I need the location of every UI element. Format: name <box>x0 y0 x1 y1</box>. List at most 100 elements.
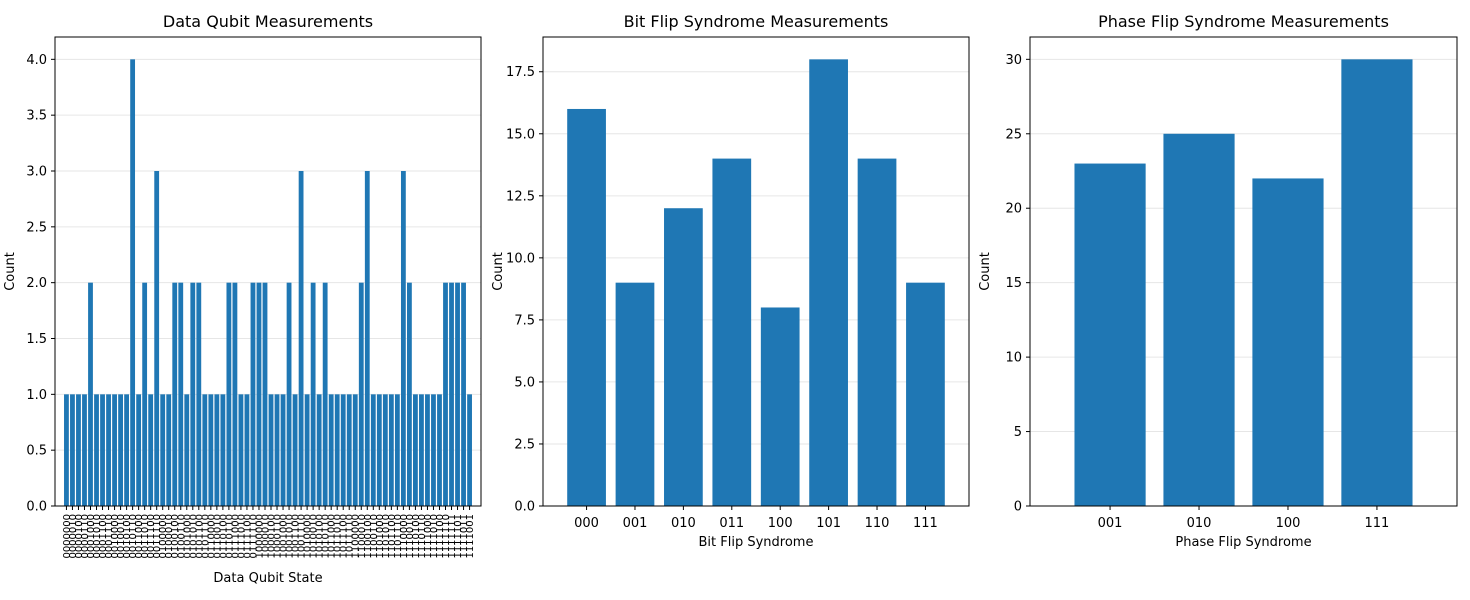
x-tick-label: 101 <box>816 516 841 531</box>
bar-0000010 <box>70 394 75 506</box>
x-tick-label: 1111110 <box>441 514 452 559</box>
bar-0000110 <box>82 394 87 506</box>
bar-1111100 <box>437 394 442 506</box>
bar-000 <box>567 108 606 507</box>
x-tick-label: 0011100 <box>146 514 157 559</box>
y-axis-label: Count <box>491 252 506 291</box>
bar-1001100 <box>292 394 298 506</box>
bar-011 <box>712 158 752 506</box>
bar-001 <box>615 282 655 506</box>
bar-1100110 <box>370 394 376 506</box>
x-tick-label: 1010100 <box>315 514 326 559</box>
bar-0000000 <box>64 394 69 506</box>
plot-frame <box>1029 36 1458 507</box>
x-tick-label: 0100000 <box>158 514 169 559</box>
chart-panel-2: 0.0 2.5 5.0 7.5 10.0 12.5 15.0 17.5 000 001 010 011… <box>491 12 970 550</box>
bar-0100000 <box>160 394 166 506</box>
bar-1111001 <box>467 394 472 506</box>
bar-1001110 <box>298 171 304 506</box>
x-tick-label: 1000010 <box>260 514 271 559</box>
x-tick-label: 0111100 <box>242 514 253 559</box>
bar-1010110 <box>322 282 328 506</box>
y-tick-label: 15 <box>1005 276 1022 291</box>
x-tick-label: 0110110 <box>224 514 235 559</box>
x-tick-label: 1100100 <box>363 514 374 559</box>
y-tick-label: 20 <box>1005 202 1022 217</box>
bar-0110000 <box>208 394 214 506</box>
bar-1010010 <box>310 282 316 506</box>
x-tick-label: 0010100 <box>122 514 133 559</box>
x-tick-label: 1110000 <box>399 514 410 559</box>
x-tick-label: 0010000 <box>110 514 121 559</box>
x-tick-label: 0100010 <box>164 514 175 559</box>
bar-0001100 <box>100 394 105 506</box>
y-tick-label: 12.5 <box>506 189 535 204</box>
x-tick-label: 0001100 <box>98 514 109 559</box>
plot-frame <box>54 36 482 507</box>
y-tick-label: 4.0 <box>26 53 47 68</box>
bar-0101110 <box>202 394 208 506</box>
x-tick-label: 0110000 <box>206 514 217 559</box>
x-tick-label: 0101000 <box>182 514 193 559</box>
x-tick-label: 1011110 <box>345 514 356 559</box>
x-axis-label: Phase Flip Syndrome <box>1175 535 1311 550</box>
x-tick-label: 1000110 <box>273 514 284 559</box>
bar-0001010 <box>94 394 99 506</box>
bar-1000000 <box>256 282 262 506</box>
y-tick-label: 17.5 <box>506 65 535 80</box>
bar-1111111 <box>449 282 454 506</box>
y-tick-label: 0 <box>1014 500 1022 515</box>
bar-0111010 <box>238 394 244 506</box>
y-tick-label: 2.5 <box>26 220 47 235</box>
y-tick-label: 0.0 <box>514 500 535 515</box>
x-tick-label: 0101110 <box>200 514 211 559</box>
bar-1000010 <box>262 282 268 506</box>
x-tick-label: 1111000 <box>423 514 434 559</box>
bar-1011000 <box>328 394 334 506</box>
chart-title: Bit Flip Syndrome Measurements <box>624 12 889 31</box>
bar-111 <box>1341 59 1413 506</box>
x-tick-label: 0001000 <box>86 514 97 559</box>
bar-0001110 <box>106 394 111 506</box>
x-tick-label: 000 <box>574 516 599 531</box>
x-tick-label: 0011010 <box>140 514 151 559</box>
bar-1011110 <box>346 394 352 506</box>
x-tick-label: 1111001 <box>465 514 476 559</box>
bar-1101010 <box>382 394 388 506</box>
bar-0111110 <box>250 282 256 506</box>
x-tick-label: 0000010 <box>68 514 79 559</box>
x-tick-label: 1001000 <box>279 514 290 559</box>
bar-1111110 <box>443 282 448 506</box>
x-tick-label: 0100100 <box>170 514 181 559</box>
bar-0110110 <box>226 282 232 506</box>
x-axis-label: Data Qubit State <box>213 571 322 586</box>
y-tick-label: 1.5 <box>26 332 47 347</box>
bar-1010100 <box>316 394 322 506</box>
bar-0010010 <box>118 394 123 506</box>
chart-title: Phase Flip Syndrome Measurements <box>1098 12 1389 31</box>
bar-1110010 <box>406 282 412 506</box>
x-tick-label: 1111101 <box>453 514 464 559</box>
bar-100 <box>760 307 800 506</box>
bar-1111000 <box>425 394 430 506</box>
bar-0011010 <box>142 282 148 506</box>
x-tick-label: 110 <box>865 516 890 531</box>
bar-1100100 <box>364 171 370 506</box>
bar-1110100 <box>413 394 418 506</box>
bar-1010000 <box>304 394 310 506</box>
y-tick-label: 5 <box>1014 425 1022 440</box>
bar-1100000 <box>352 394 358 506</box>
x-tick-label: 0011000 <box>134 514 145 559</box>
x-tick-label: 1110010 <box>405 514 416 559</box>
x-tick-label: 1001100 <box>291 514 302 559</box>
bar-1000100 <box>268 394 274 506</box>
bar-0000100 <box>76 394 81 506</box>
bar-1110110 <box>419 394 424 506</box>
x-tick-label: 0111110 <box>248 514 259 559</box>
x-tick-label: 1100000 <box>351 514 362 559</box>
y-tick-label: 2.0 <box>26 276 47 291</box>
chart-panel-3: 0 5 10 15 20 25 30 001 010 100 111 Phase Flip Syndr… <box>978 12 1458 550</box>
x-tick-label: 0100110 <box>176 514 187 559</box>
y-tick-label: 10.0 <box>506 251 535 266</box>
